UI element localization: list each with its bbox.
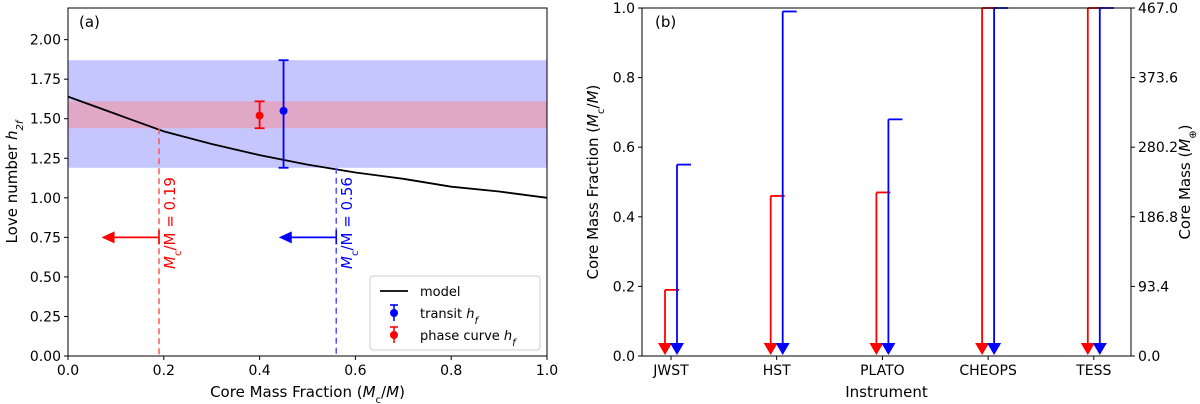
panel-label-a: (a) (79, 13, 100, 31)
limit-arrow-JWST-0 (658, 343, 672, 355)
y2-axis-label: Core Mass (M⊕) (1176, 124, 1199, 239)
y-tick-label: 1.00 (30, 191, 61, 207)
limit-arrow-TESS-1 (1092, 343, 1107, 355)
data-point-1 (255, 111, 264, 120)
limit-arrow-PLATO-1 (881, 343, 896, 355)
y-tick-label-b: 0.6 (613, 140, 635, 156)
y-tick-label-b: 1.0 (613, 1, 635, 17)
limit-arrow-HST-1 (775, 343, 790, 355)
y-tick-label: 0.00 (30, 349, 61, 365)
y2-tick-label: 93.4 (1138, 279, 1169, 295)
limit-arrow-CHEOPS-1 (987, 343, 1002, 355)
threshold-label-0: Mc/M = 0.19 (161, 177, 184, 269)
y2-tick-label: 0.0 (1138, 349, 1160, 365)
x-axis-label-b: Instrument (845, 383, 928, 401)
legend-label-1: transit hf (420, 307, 480, 327)
x-tick-label: 0.4 (248, 363, 270, 379)
legend-box (369, 275, 541, 351)
y-tick-label: 2.00 (30, 33, 61, 49)
y-tick-label: 0.50 (30, 270, 61, 286)
phase-curve-band (68, 101, 547, 129)
arrow-head-0 (101, 231, 115, 244)
y2-tick-label: 467.0 (1138, 1, 1178, 17)
y2-tick-label: 186.8 (1138, 210, 1178, 226)
category-label: PLATO (860, 363, 905, 379)
legend-label-2: phase curve hf (420, 329, 517, 349)
category-label: TESS (1075, 363, 1111, 379)
x-tick-label: 0.6 (344, 363, 366, 379)
legend-swatch-dot-2 (390, 331, 398, 339)
y-axis-label: Love number h2f (3, 119, 26, 243)
y-tick-label: 1.50 (30, 112, 61, 128)
model-curve (67, 95, 548, 199)
limit-arrow-HST-0 (763, 343, 778, 355)
panel-b: JWST HST PLATO CHEOPS TESS 0.0 0.2 0.4 0.6 0.8 1.0… (584, 1, 1199, 401)
x-axis-label: Core Mass Fraction (Mc/M) (210, 383, 405, 404)
threshold-label-1: Mc/M = 0.56 (338, 177, 361, 269)
y-tick-label-b: 0.0 (613, 349, 635, 365)
limit-arrow-TESS-0 (1080, 343, 1095, 355)
y-axis-label-b: Core Mass Fraction (Mc/M) (584, 85, 607, 280)
x-tick-label: 0.0 (57, 363, 79, 379)
y-tick-label-b: 0.2 (613, 279, 635, 295)
data-point-0 (279, 106, 288, 115)
y-tick-label: 0.75 (30, 230, 61, 246)
y-tick-label-b: 0.8 (613, 71, 635, 87)
legend-label-0: model (420, 285, 460, 300)
x-tick-label: 0.2 (153, 363, 175, 379)
axes-frame-b (641, 7, 1132, 357)
y2-tick-label: 280.2 (1138, 140, 1178, 156)
limit-arrow-CHEOPS-0 (975, 343, 990, 355)
x-tick-label: 0.8 (440, 363, 462, 379)
axes-frame (67, 7, 548, 357)
y-tick-label: 1.75 (30, 72, 61, 88)
limit-arrow-PLATO-0 (869, 343, 884, 355)
category-label: JWST (652, 363, 689, 379)
legend-swatch-dot-1 (390, 309, 398, 317)
panel-label-b: (b) (655, 13, 676, 31)
transit-band (68, 60, 547, 168)
panel-a: Mc/M = 0.19 Mc/M = 0.56 0.0 0.2 0.4 0.6 0.8 1.0… (3, 7, 558, 404)
category-label: HST (763, 363, 791, 379)
category-label: CHEOPS (959, 363, 1017, 379)
x-tick-label: 1.0 (536, 363, 558, 379)
y2-tick-label: 373.6 (1138, 71, 1178, 87)
y-tick-label-b: 0.4 (613, 210, 635, 226)
arrow-head-1 (278, 231, 292, 244)
y-tick-label: 0.25 (30, 309, 61, 325)
limit-arrow-JWST-1 (670, 343, 684, 355)
y-tick-label: 1.25 (30, 151, 61, 167)
